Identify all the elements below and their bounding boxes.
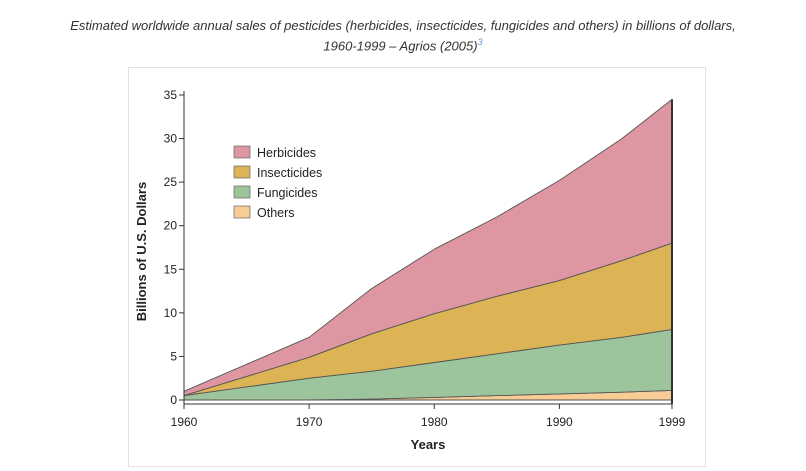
y-tick-label: 0 xyxy=(170,393,177,407)
legend-swatch-herbicides xyxy=(233,145,251,159)
legend-label-fungicides: Fungicides xyxy=(257,186,317,200)
legend-swatch-insecticides xyxy=(233,165,251,179)
x-tick-label: 1970 xyxy=(296,415,323,429)
legend-label-insecticides: Insecticides xyxy=(257,166,322,180)
x-tick-label: 1990 xyxy=(546,415,573,429)
footnote-reference[interactable]: 3 xyxy=(477,37,483,47)
y-tick-label: 5 xyxy=(170,349,177,363)
y-tick-label: 25 xyxy=(164,175,178,189)
legend-label-herbicides: Herbicides xyxy=(257,146,316,160)
x-tick-label: 1999 xyxy=(659,415,686,429)
x-axis-title: Years xyxy=(411,437,446,452)
legend-swatch-fungicides xyxy=(233,185,251,199)
y-axis-title: Billions of U.S. Dollars xyxy=(134,182,149,321)
legend: Herbicides Insecticides Fungicides Others xyxy=(233,145,322,220)
legend-swatch-others xyxy=(233,205,251,219)
area-layers xyxy=(183,98,673,401)
y-tick-label: 15 xyxy=(164,262,178,276)
x-tick-label: 1980 xyxy=(421,415,448,429)
caption-line-2: 1960-1999 – Agrios (2005)3 xyxy=(0,34,806,54)
caption-line-2-text: 1960-1999 – Agrios (2005) xyxy=(323,38,478,54)
legend-label-others: Others xyxy=(257,206,295,220)
caption-line-1: Estimated worldwide annual sales of pest… xyxy=(70,18,736,33)
axes: 0 5 10 15 20 25 30 35 1960 1970 1980 1990 1999 xyxy=(164,88,686,429)
y-tick-label: 30 xyxy=(164,132,178,146)
y-tick-label: 35 xyxy=(164,88,178,102)
y-tick-label: 10 xyxy=(164,306,178,320)
y-tick-label: 20 xyxy=(164,219,178,233)
chart-caption: Estimated worldwide annual sales of pest… xyxy=(0,18,806,54)
x-tick-label: 1960 xyxy=(171,415,198,429)
